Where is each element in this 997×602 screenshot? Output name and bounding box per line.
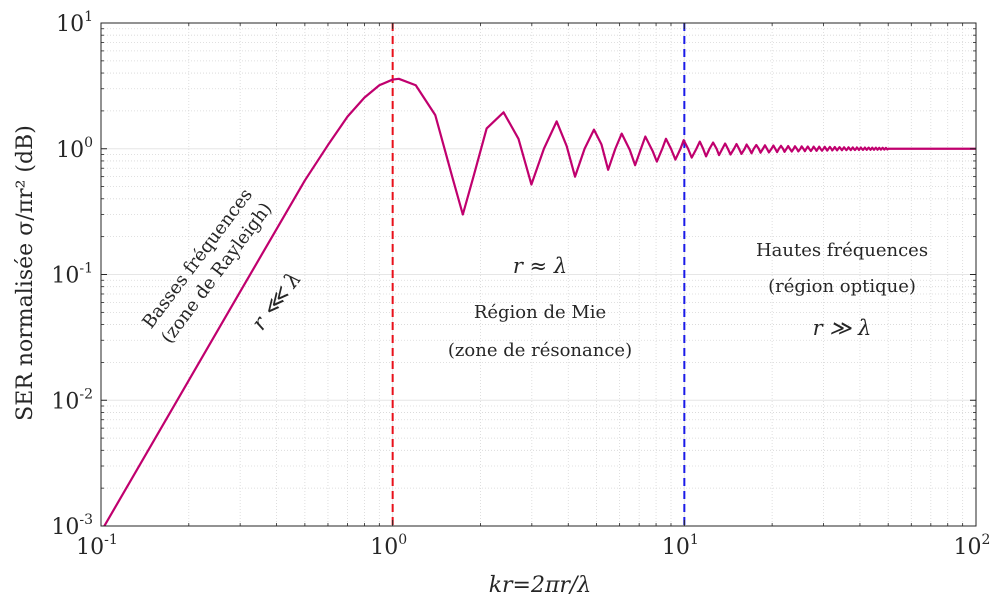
x-axis-title: kr=2πr/λ — [489, 573, 592, 598]
x-tick-label: 101 — [662, 532, 699, 560]
mie-title: Région de Mie — [474, 302, 606, 323]
mie-condition: r ≈ λ — [513, 254, 567, 278]
optical-title: Hautes fréquences — [756, 240, 928, 261]
y-tick-label: 10-3 — [51, 512, 93, 540]
x-tick-label: 102 — [954, 532, 991, 560]
region-boundaries — [391, 23, 686, 526]
y-tick-label: 100 — [56, 135, 93, 163]
y-tick-label: 10-1 — [51, 261, 93, 289]
tick-labels: 10-1 100 101 102 10-3 10-2 10-1 100 101 — [51, 9, 990, 560]
optical-subtitle: (région optique) — [768, 276, 916, 297]
series-line — [103, 77, 976, 526]
y-tick-label: 101 — [56, 9, 93, 37]
y-tick-label: 10-2 — [51, 386, 93, 414]
tick-marks — [100, 22, 977, 527]
optical-condition: r ≫ λ — [813, 316, 872, 340]
y-axis-title: SER normalisée σ/πr² (dB) — [13, 125, 38, 421]
minor-grid — [101, 23, 976, 526]
mie-subtitle: (zone de résonance) — [448, 340, 632, 361]
x-tick-label: 10-1 — [76, 532, 118, 560]
x-tick-label: 100 — [370, 532, 407, 560]
series-layer — [103, 77, 976, 526]
